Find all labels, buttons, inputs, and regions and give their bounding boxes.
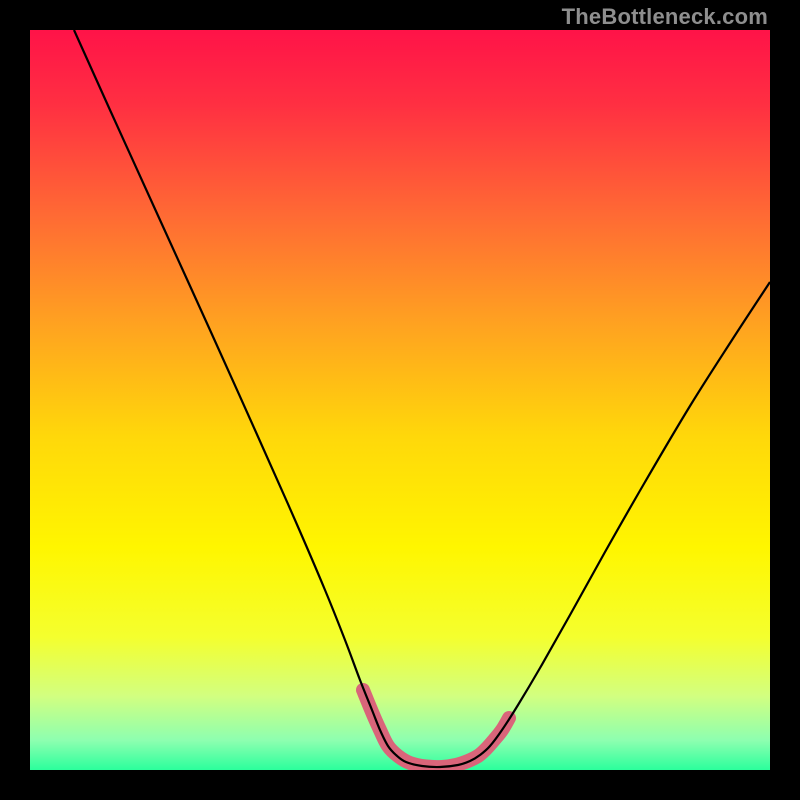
highlight-curve xyxy=(363,690,509,767)
plot-area xyxy=(30,30,770,770)
watermark-text: TheBottleneck.com xyxy=(562,4,768,30)
curve-layer xyxy=(30,30,770,770)
main-curve xyxy=(74,30,770,767)
chart-frame: TheBottleneck.com xyxy=(0,0,800,800)
